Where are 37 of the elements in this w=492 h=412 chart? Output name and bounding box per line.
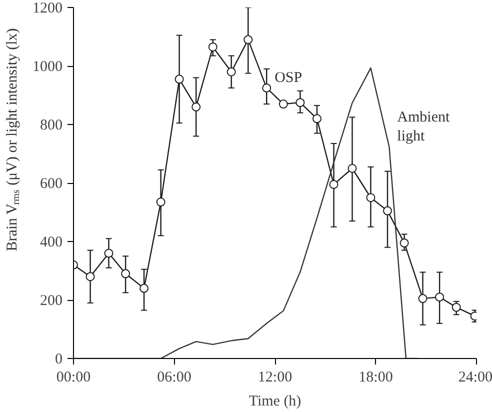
point — [174, 74, 184, 84]
point — [418, 294, 428, 304]
point — [208, 42, 218, 52]
series-label: Ambient light — [397, 110, 451, 145]
x-axis-title: Time (h) — [248, 394, 302, 410]
y-tick-label: 400 — [40, 234, 62, 250]
y-tick-label: 1000 — [32, 59, 62, 75]
y-tick-label: 600 — [40, 176, 62, 192]
y-tick-label: 0 — [55, 352, 62, 368]
point — [192, 102, 201, 112]
point — [156, 198, 166, 207]
point — [244, 35, 253, 44]
y-axis-title: Brain Vrms (μV) or light intensity (lx) — [4, 28, 22, 252]
y-tick-label: 800 — [40, 118, 62, 134]
point — [104, 248, 114, 258]
point — [329, 180, 338, 189]
x-tick-label: 24:00 — [458, 370, 492, 386]
point — [312, 114, 322, 124]
point — [296, 98, 305, 108]
point — [262, 83, 272, 92]
point — [348, 164, 357, 173]
point — [400, 238, 409, 248]
point — [383, 206, 392, 216]
point — [140, 284, 149, 293]
point — [226, 67, 236, 76]
x-tick-label: 00:00 — [56, 370, 91, 386]
point — [452, 302, 461, 312]
point — [435, 292, 444, 302]
point — [278, 100, 288, 109]
x-tick-label: 12:00 — [258, 370, 292, 386]
y-tick-label: 1200 — [32, 0, 62, 16]
point — [121, 269, 130, 278]
x-tick-label: 18:00 — [358, 370, 393, 386]
y-tick-label: 200 — [40, 293, 62, 309]
x-tick-label: 06:00 — [157, 370, 192, 386]
point — [366, 193, 376, 202]
series-label: OSP — [274, 70, 302, 86]
